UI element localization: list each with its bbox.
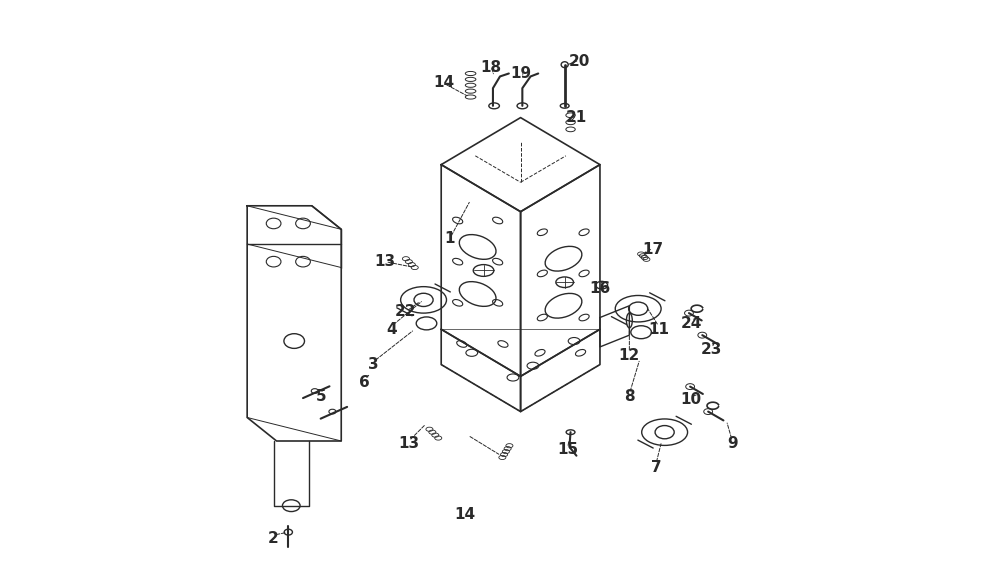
Text: 24: 24	[680, 316, 702, 331]
Text: 6: 6	[359, 375, 370, 390]
Text: 12: 12	[619, 348, 640, 363]
Text: 14: 14	[454, 507, 475, 522]
Text: 7: 7	[651, 460, 661, 475]
Text: 19: 19	[510, 66, 531, 81]
Text: 5: 5	[315, 389, 326, 405]
Text: 18: 18	[481, 60, 502, 75]
Text: 11: 11	[648, 322, 669, 337]
Text: 1: 1	[445, 230, 455, 246]
Text: 8: 8	[624, 389, 635, 405]
Text: 3: 3	[368, 357, 379, 372]
Text: 4: 4	[386, 322, 397, 337]
Text: 10: 10	[681, 392, 702, 407]
Text: 23: 23	[701, 342, 722, 358]
Text: 13: 13	[375, 254, 396, 269]
Text: 22: 22	[395, 304, 417, 319]
Text: 21: 21	[566, 110, 587, 125]
Text: 17: 17	[642, 242, 663, 258]
Text: 9: 9	[727, 436, 738, 452]
Text: 2: 2	[268, 530, 279, 546]
Text: 13: 13	[398, 436, 419, 452]
Text: 20: 20	[569, 54, 590, 69]
Text: 14: 14	[434, 75, 455, 90]
Text: 15: 15	[557, 442, 578, 457]
Text: 16: 16	[589, 280, 611, 296]
